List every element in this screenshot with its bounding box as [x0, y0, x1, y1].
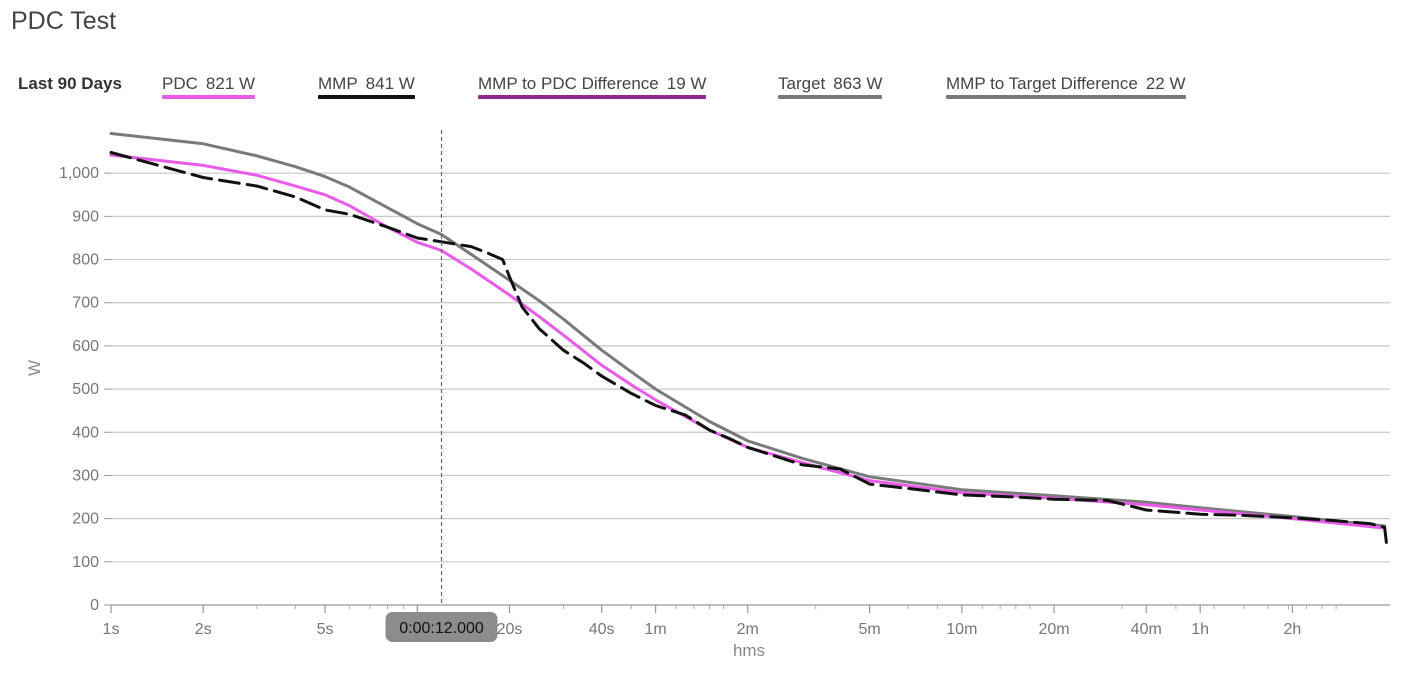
legend: Last 90 Days PDC 821 W MMP 841 W MMP to PD…: [0, 70, 1414, 100]
legend-label: MMP to Target Difference: [946, 74, 1138, 93]
legend-value: 19 W: [666, 74, 707, 93]
y-tick-label: 1,000: [59, 165, 99, 182]
legend-item-pdc[interactable]: PDC 821 W: [162, 74, 256, 99]
legend-swatch: [778, 95, 883, 99]
y-tick-label: 700: [72, 295, 99, 312]
series-line-target: [109, 132, 1387, 528]
y-tick-label: 600: [72, 338, 99, 355]
x-tick-label: 2h: [1283, 621, 1301, 638]
legend-period: Last 90 Days: [18, 74, 122, 93]
legend-swatch: [946, 95, 1186, 99]
legend-label: MMP: [318, 74, 358, 93]
y-tick-label: 0: [90, 597, 99, 614]
legend-item-mmp-to-pdc-difference[interactable]: MMP to PDC Difference 19 W: [478, 74, 707, 99]
x-tick-label: 2s: [195, 621, 212, 638]
x-tick-label: 1m: [644, 621, 666, 638]
x-tick-label: 10m: [946, 621, 977, 638]
page-title: PDC Test: [11, 7, 117, 35]
y-tick-label: 300: [72, 467, 99, 484]
cursor[interactable]: 0:00:12.000: [385, 130, 498, 642]
legend-swatch: [318, 95, 415, 99]
series-line-pdc: [109, 153, 1387, 530]
x-tick-label: 20m: [1038, 621, 1069, 638]
legend-label: Target: [778, 74, 826, 93]
y-tick-label: 100: [72, 554, 99, 571]
axes: 0 100 200 300 400 500 600 700 800 900 1,000 1s 2s 5s 1…: [59, 165, 1390, 638]
legend-value: 821 W: [205, 74, 256, 93]
x-tick-label: 1h: [1191, 621, 1209, 638]
y-tick-label: 400: [72, 424, 99, 441]
x-tick-label: 40s: [589, 621, 615, 638]
y-axis-title: W: [25, 360, 44, 376]
y-tick-label: 900: [72, 208, 99, 225]
series-layer: [109, 132, 1388, 544]
legend-item-target[interactable]: Target 863 W: [778, 74, 883, 99]
x-axis-title: hms: [733, 641, 765, 660]
legend-swatch: [478, 95, 707, 99]
legend-item-mmp[interactable]: MMP 841 W: [318, 74, 415, 99]
cursor-label: 0:00:12.000: [399, 620, 484, 637]
cursor-label-box: [385, 612, 498, 642]
series-line-mmp: [109, 151, 1388, 544]
legend-label: PDC: [162, 74, 198, 93]
grid: [111, 172, 1390, 563]
x-tick-label: 20s: [497, 621, 523, 638]
legend-value: 863 W: [833, 74, 883, 93]
legend-value: 22 W: [1145, 74, 1186, 93]
x-tick-label: 2m: [737, 621, 759, 638]
x-tick-label: 5m: [859, 621, 881, 638]
y-tick-label: 200: [72, 511, 99, 528]
y-tick-label: 800: [72, 252, 99, 269]
legend-item-mmp-to-target-difference[interactable]: MMP to Target Difference 22 W: [946, 74, 1186, 99]
x-tick-label: 1s: [103, 621, 120, 638]
y-tick-label: 500: [72, 381, 99, 398]
legend-value: 841 W: [365, 74, 415, 93]
legend-swatch: [162, 95, 256, 99]
legend-label: MMP to PDC Difference: [478, 74, 659, 93]
x-tick-label: 5s: [317, 621, 334, 638]
x-tick-label: 40m: [1131, 621, 1162, 638]
